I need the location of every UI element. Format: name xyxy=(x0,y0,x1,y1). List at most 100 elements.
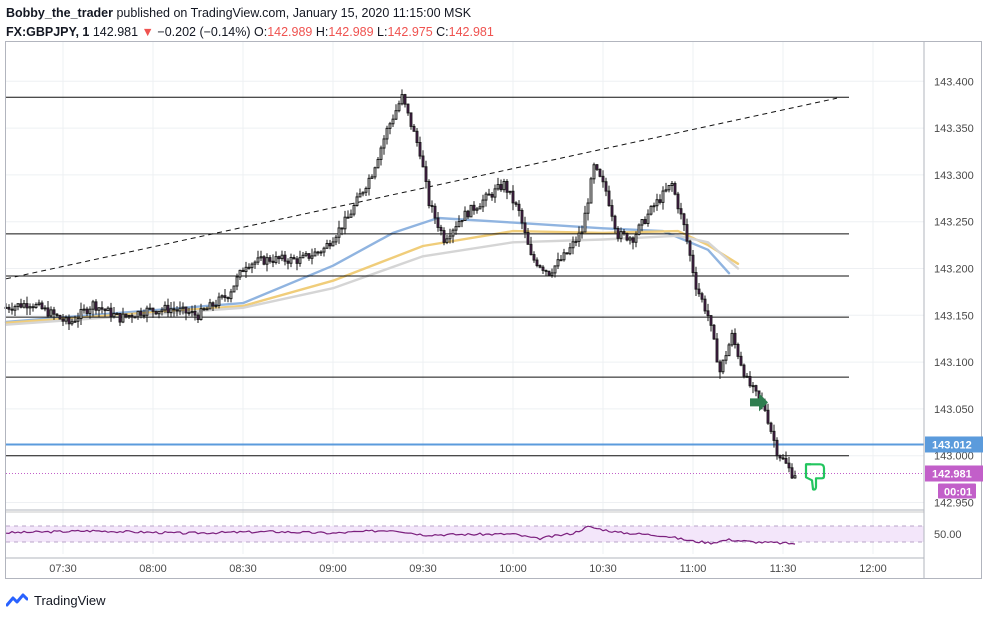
candle xyxy=(58,314,62,320)
candle xyxy=(433,203,437,224)
candle xyxy=(232,285,236,293)
candle xyxy=(463,206,467,221)
candle-body xyxy=(145,307,149,316)
time-tick-label: 08:30 xyxy=(229,563,257,575)
candle-body xyxy=(391,118,395,125)
author-name[interactable]: Bobby_the_trader xyxy=(6,6,113,20)
candle-body xyxy=(394,110,398,120)
candle-body xyxy=(505,180,509,193)
candle xyxy=(337,220,341,244)
candle-body xyxy=(643,219,647,224)
candle xyxy=(148,303,152,311)
moving-average-line xyxy=(4,216,731,324)
candle-body xyxy=(94,301,98,311)
candle-body xyxy=(529,243,533,256)
candle xyxy=(22,299,26,309)
candle xyxy=(280,250,284,262)
candle-body xyxy=(715,338,719,363)
candle-body xyxy=(556,259,560,267)
candle-body xyxy=(193,311,197,316)
candle-body xyxy=(265,257,269,265)
candle xyxy=(25,296,29,316)
candle-body xyxy=(460,219,464,223)
candle xyxy=(487,188,491,196)
candle-body xyxy=(319,251,323,254)
candle-body xyxy=(673,183,677,195)
annotations xyxy=(750,393,826,491)
trend-line xyxy=(5,97,838,280)
candle-body xyxy=(625,232,629,241)
candle xyxy=(223,289,227,302)
price-tick-label: 142.950 xyxy=(934,498,974,510)
ohlc-line: FX:GBPJPY, 1 142.981 ▼ −0.202 (−0.14%) O… xyxy=(6,23,986,42)
candle-body xyxy=(304,253,308,256)
candle-body xyxy=(430,205,434,208)
candle xyxy=(415,127,419,147)
candle xyxy=(781,453,785,460)
candle xyxy=(751,382,755,394)
chart-header: Bobby_the_trader published on TradingVie… xyxy=(6,4,986,42)
candle-body xyxy=(601,175,605,183)
candle xyxy=(793,470,797,479)
candle-body xyxy=(355,196,359,207)
candle-body xyxy=(16,303,20,308)
candle xyxy=(622,228,626,236)
candle xyxy=(295,256,299,271)
candle xyxy=(10,302,14,315)
candle xyxy=(739,351,743,367)
candle-body xyxy=(703,298,707,312)
candle-body xyxy=(544,269,548,272)
price-tick-label: 143.200 xyxy=(934,264,974,276)
candle-body xyxy=(571,241,575,249)
candle xyxy=(535,257,539,268)
candle xyxy=(391,114,395,127)
candle xyxy=(457,215,461,228)
candle xyxy=(373,166,377,180)
candle xyxy=(529,236,533,256)
candle-body xyxy=(751,385,755,388)
tradingview-logo-icon[interactable] xyxy=(6,593,28,607)
candle-body xyxy=(367,177,371,189)
candle xyxy=(691,249,695,277)
candle xyxy=(349,209,353,218)
candle xyxy=(124,313,128,319)
candle xyxy=(646,209,650,227)
candle xyxy=(445,234,449,245)
brand-label[interactable]: TradingView xyxy=(34,592,106,608)
chart-axes: 143.400 143.350 143.300 143.250 143.200 143.1… xyxy=(5,41,983,579)
candle xyxy=(523,216,527,239)
open-value: 142.989 xyxy=(267,25,313,39)
time-tick-label: 09:00 xyxy=(319,563,347,575)
candle-body xyxy=(166,304,170,314)
candle xyxy=(526,228,530,245)
candle-body xyxy=(172,308,176,311)
candle xyxy=(37,299,41,307)
candle xyxy=(451,228,455,244)
candle xyxy=(619,227,623,243)
candle-body xyxy=(25,303,29,309)
candle-body xyxy=(88,308,92,314)
candle xyxy=(97,307,101,318)
candle-body xyxy=(184,306,188,314)
candle xyxy=(742,363,746,379)
candle-body xyxy=(67,317,71,325)
candle-body xyxy=(247,266,251,269)
candle xyxy=(577,226,581,247)
candle xyxy=(163,301,167,314)
candle xyxy=(214,299,218,309)
candle-body xyxy=(664,189,668,192)
candle-body xyxy=(742,364,746,377)
candle xyxy=(49,306,53,318)
candle xyxy=(181,302,185,315)
price-tick-label: 143.100 xyxy=(934,357,974,369)
candle xyxy=(361,191,365,197)
candle-body xyxy=(565,252,569,255)
candle-body xyxy=(196,314,200,321)
candle-body xyxy=(52,309,56,315)
candle-body xyxy=(283,254,287,262)
candle xyxy=(709,315,713,332)
candle xyxy=(733,328,737,349)
candle-body xyxy=(406,103,410,114)
candle-body xyxy=(85,308,89,314)
